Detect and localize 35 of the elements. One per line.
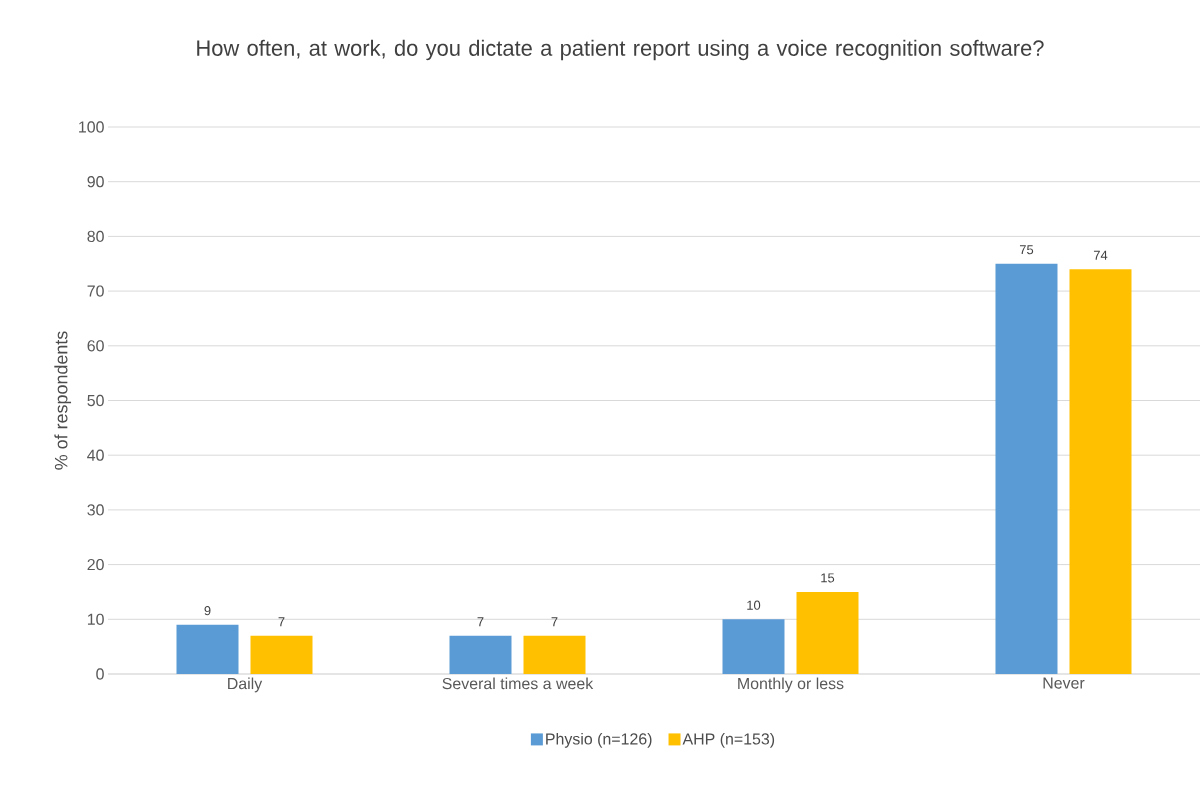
data-label: 7: [477, 617, 484, 627]
data-label: 15: [821, 573, 835, 583]
legend-label: Physio (n=126): [546, 732, 652, 748]
x-tick-label: Daily: [228, 677, 263, 693]
bar: [1069, 269, 1132, 674]
y-tick-label: 80: [87, 230, 104, 243]
chart-title: How often, at work, do you dictate a patient report using a voice recognition software?: [197, 39, 1044, 61]
y-tick-label: 70: [87, 285, 104, 297]
data-label: 7: [551, 617, 558, 627]
x-tick-label: Several times a week: [442, 677, 594, 690]
y-tick-label: 60: [87, 340, 104, 352]
bar: [796, 591, 859, 674]
y-tick-label: 20: [87, 558, 104, 571]
y-tick-label: 30: [87, 504, 104, 516]
y-tick-label: 40: [87, 449, 104, 461]
legend-label: AHP (n=153): [682, 732, 775, 748]
bar: [449, 635, 512, 674]
bar: [722, 619, 785, 674]
y-tick-label: 10: [87, 613, 104, 625]
data-label: 74: [1093, 250, 1108, 260]
bar: [176, 624, 239, 674]
y-axis-title: % of respondents: [54, 331, 72, 470]
bar: [995, 263, 1058, 674]
y-tick-label: 50: [87, 394, 104, 407]
data-label: 75: [1019, 245, 1034, 255]
x-tick-label: Never: [1043, 677, 1085, 689]
y-tick-label: 100: [79, 121, 104, 133]
data-label: 9: [204, 606, 211, 616]
y-tick-label: 0: [96, 668, 104, 680]
y-tick-label: 90: [87, 176, 104, 188]
bar: [523, 635, 586, 674]
bar: [250, 635, 313, 674]
data-label: 10: [747, 600, 761, 610]
data-label: 7: [278, 617, 285, 627]
x-tick-label: Monthly or less: [738, 677, 844, 693]
